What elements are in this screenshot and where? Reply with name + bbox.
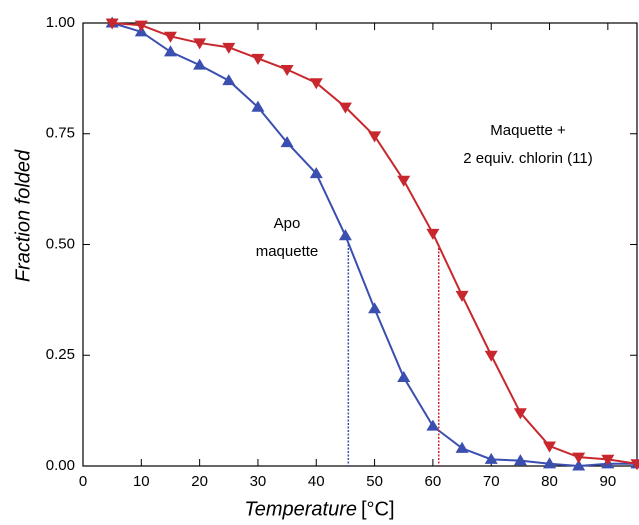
marker [513, 408, 527, 420]
marker [543, 457, 557, 469]
x-axis-label: Temperature [244, 498, 357, 520]
y-tick-label: 0.25 [46, 346, 75, 363]
x-axis-unit: [°C] [361, 498, 395, 520]
x-tick-label: 50 [366, 473, 383, 490]
marker [193, 38, 207, 50]
marker [630, 459, 639, 471]
marker [163, 31, 177, 43]
marker [572, 459, 586, 471]
marker [572, 452, 586, 464]
y-tick-label: 0.75 [46, 125, 75, 142]
x-tick-label: 30 [250, 473, 267, 490]
marker [251, 100, 265, 112]
x-tick-label: 40 [308, 473, 325, 490]
x-tick-label: 10 [133, 473, 150, 490]
marker [309, 78, 323, 90]
marker [280, 136, 294, 148]
marker [251, 53, 265, 65]
marker [484, 452, 498, 464]
marker [426, 228, 440, 240]
marker [134, 20, 148, 32]
plot-frame [82, 22, 638, 467]
series-label: Apo [274, 215, 301, 232]
x-tick-label: 20 [191, 473, 208, 490]
marker [455, 290, 469, 302]
marker [105, 18, 119, 30]
series-label: Maquette + [490, 122, 566, 139]
x-tick-label: 0 [79, 473, 87, 490]
marker [513, 454, 527, 466]
y-tick-label: 0.00 [46, 457, 75, 474]
y-tick-label: 1.00 [46, 14, 75, 31]
y-tick-label: 0.50 [46, 235, 75, 252]
series-line [112, 22, 638, 465]
marker [397, 175, 411, 187]
series-label: 2 equiv. chlorin (11) [463, 150, 593, 167]
marker [338, 102, 352, 114]
marker [368, 131, 382, 143]
marker [426, 419, 440, 431]
marker [280, 64, 294, 77]
marker [601, 454, 615, 466]
y-axis-label: Fraction folded [12, 149, 34, 282]
marker [222, 42, 236, 54]
marker [193, 58, 207, 70]
marker [338, 229, 352, 241]
marker [455, 441, 469, 453]
marker [484, 350, 498, 362]
x-tick-label: 60 [425, 473, 442, 490]
x-tick-label: 90 [599, 473, 616, 490]
marker [309, 167, 323, 179]
x-tick-label: 70 [483, 473, 500, 490]
marker [397, 370, 411, 382]
marker [368, 302, 382, 314]
marker [163, 45, 177, 57]
marker [543, 441, 557, 453]
marker [222, 74, 236, 86]
series-line [111, 22, 637, 468]
series-label: maquette [256, 243, 319, 260]
x-tick-label: 80 [541, 473, 558, 490]
